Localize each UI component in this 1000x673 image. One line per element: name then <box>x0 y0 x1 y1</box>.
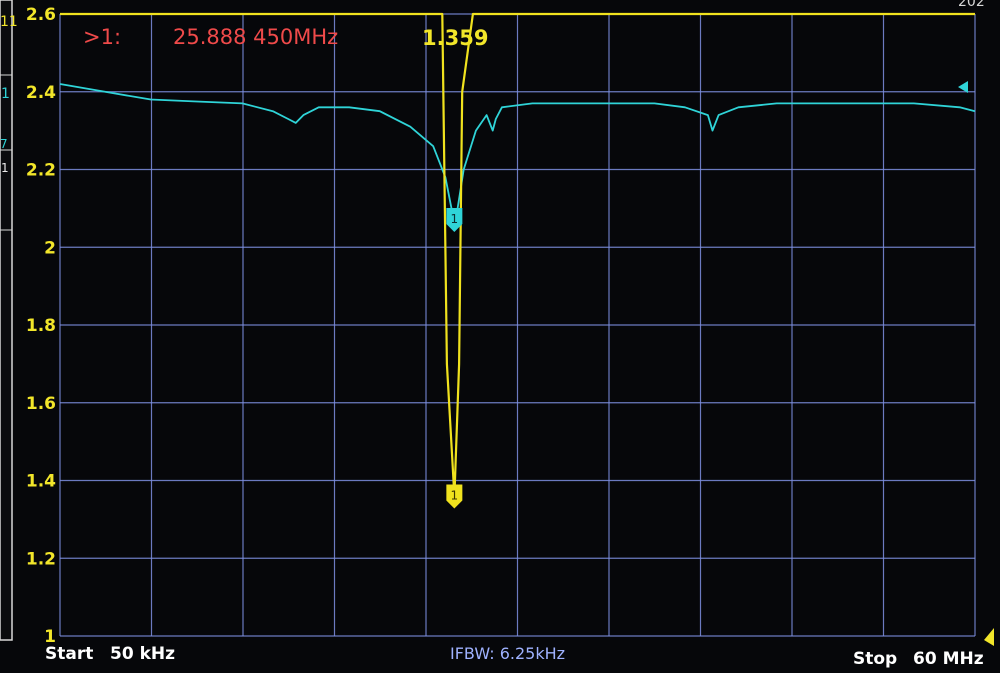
y-tick-label: 2 <box>44 238 56 258</box>
ifbw-readout[interactable]: IFBW: 6.25kHz <box>450 644 565 663</box>
left-status-strip: 11 1 7 1 <box>0 0 18 641</box>
chart-grid <box>59 13 976 637</box>
stop-label: Stop <box>853 649 897 669</box>
y-tick-label: 2.4 <box>26 83 56 103</box>
active-marker-label: >1: <box>83 25 121 49</box>
start-frequency[interactable]: 50 kHz <box>110 644 175 664</box>
y-axis-ticks: 2.6 2.4 2.2 2 1.8 1.6 1.4 1.2 1 <box>26 5 56 647</box>
markers: 11 <box>446 208 463 509</box>
marker-flag <box>446 208 463 233</box>
left-strip-label: 11 <box>0 14 18 30</box>
marker-flag-label: 1 <box>451 488 459 502</box>
left-strip-label: 7 <box>0 137 8 151</box>
yellow-reference-arrow[interactable] <box>984 628 994 646</box>
traces <box>59 12 976 498</box>
cyan-trace-line <box>59 83 976 221</box>
y-tick-label: 1.8 <box>26 316 56 336</box>
y-tick-label: 1 <box>44 627 56 647</box>
yellow-trace-line <box>60 12 975 498</box>
y-tick-label: 2.6 <box>26 5 56 25</box>
start-label: Start <box>45 644 93 664</box>
marker-value: 1.359 <box>422 26 488 50</box>
y-tick-label: 1.6 <box>26 394 56 414</box>
marker-flag-label: 1 <box>451 212 459 226</box>
marker-flag <box>446 484 463 509</box>
marker-frequency: 25.888 450MHz <box>173 25 338 49</box>
left-strip-frame <box>0 0 13 641</box>
stop-frequency[interactable]: 60 MHz <box>913 649 984 669</box>
y-tick-label: 2.2 <box>26 161 56 181</box>
left-strip-label: 1 <box>1 86 10 102</box>
left-strip-label: 1 <box>1 161 9 175</box>
cyan-reference-arrow[interactable] <box>958 81 968 93</box>
y-tick-label: 1.2 <box>26 549 56 569</box>
date-readout-partial: 202 <box>958 0 985 10</box>
y-tick-label: 1.4 <box>26 472 56 492</box>
